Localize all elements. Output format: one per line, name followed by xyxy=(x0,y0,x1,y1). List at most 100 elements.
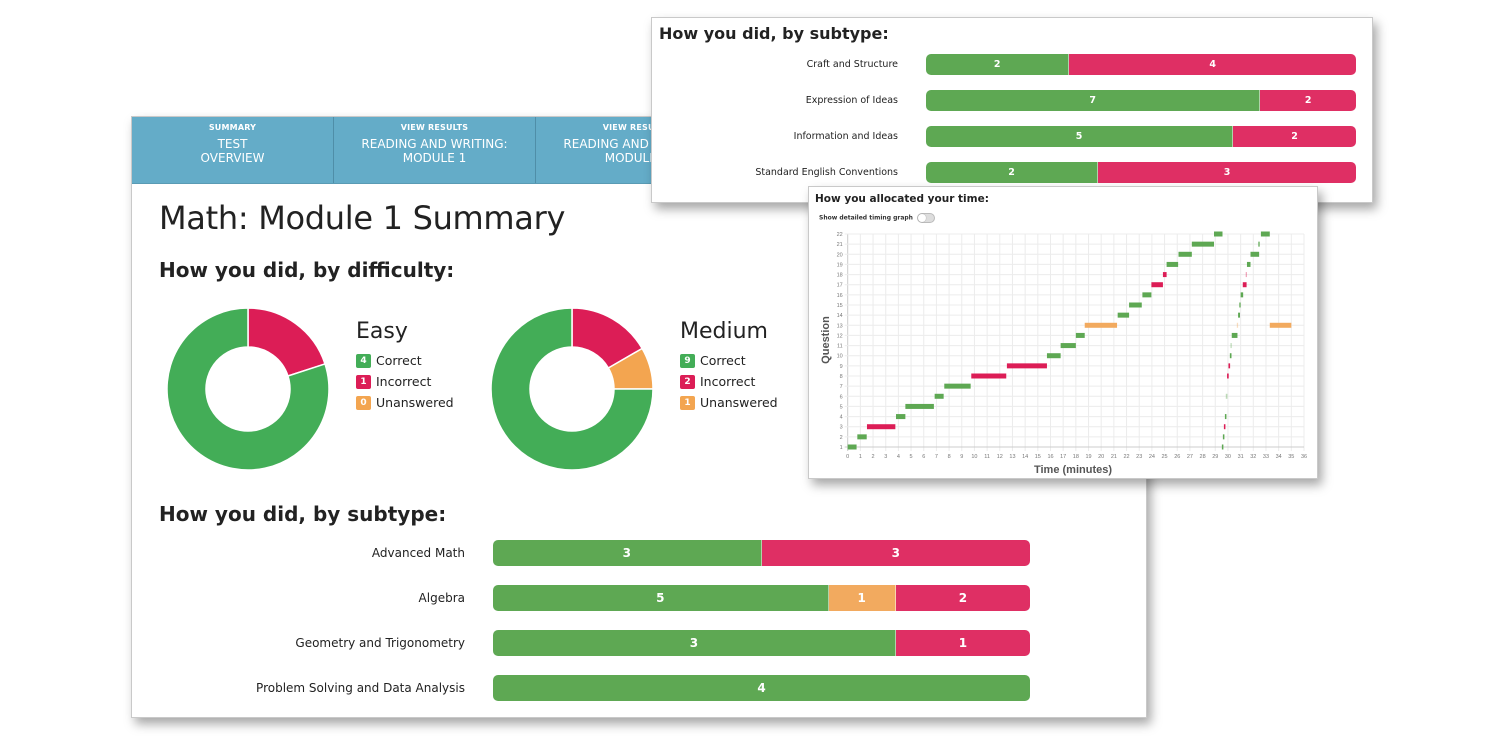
tab-title: READING AND WRITING: MODULE 1 xyxy=(361,137,508,165)
tab-test-overview[interactable]: SUMMARY TEST OVERVIEW xyxy=(132,117,334,183)
bar-segment-incorrect: 2 xyxy=(895,585,1030,611)
x-tick-label: 17 xyxy=(1060,454,1066,460)
time-segment-q12 xyxy=(1075,332,1085,338)
x-tick-label: 2 xyxy=(872,454,875,460)
x-tick-label: 3 xyxy=(884,454,887,460)
medium-legend-title: Medium xyxy=(680,319,768,344)
x-tick-label: 8 xyxy=(948,454,951,460)
bar-segment-incorrect: 2 xyxy=(1260,90,1356,111)
time-segment-q7 xyxy=(944,383,971,389)
time-segment-q16 xyxy=(1240,292,1244,298)
x-tick-label: 34 xyxy=(1276,454,1282,460)
easy-donut-chart xyxy=(165,306,331,476)
x-tick-label: 28 xyxy=(1200,454,1206,460)
subtype-row: Expression of Ideas 7 2 xyxy=(652,90,1356,111)
time-segment-q15 xyxy=(1129,302,1142,308)
y-tick-label: 5 xyxy=(840,404,843,410)
x-tick-label: 16 xyxy=(1047,454,1053,460)
x-tick-label: 0 xyxy=(846,454,849,460)
time-segment-q21 xyxy=(1191,241,1215,247)
x-tick-label: 23 xyxy=(1136,454,1142,460)
bar-segment-correct: 5 xyxy=(926,126,1234,147)
x-tick-label: 35 xyxy=(1288,454,1294,460)
tab-kicker: VIEW RESULTS xyxy=(400,123,469,132)
unanswered-count-badge: 1 xyxy=(680,395,695,410)
time-segment-q10 xyxy=(1229,353,1232,359)
legend-correct: 9 Correct xyxy=(680,350,778,371)
time-segment-q2 xyxy=(857,434,867,440)
x-tick-label: 1 xyxy=(859,454,862,460)
y-tick-label: 10 xyxy=(837,354,843,360)
y-tick-label: 17 xyxy=(837,283,843,289)
legend-label: Incorrect xyxy=(376,374,432,389)
y-tick-label: 18 xyxy=(837,273,843,279)
x-tick-label: 24 xyxy=(1149,454,1155,460)
time-segment-q1 xyxy=(1221,444,1224,450)
legend-label: Unanswered xyxy=(376,395,454,410)
x-tick-label: 9 xyxy=(960,454,963,460)
easy-legend-title: Easy xyxy=(356,319,408,344)
subtype-section-title: How you did, by subtype: xyxy=(159,502,447,526)
bar-segment-incorrect: 1 xyxy=(895,630,1030,656)
y-tick-label: 11 xyxy=(837,344,843,350)
time-segment-q19 xyxy=(1246,261,1251,267)
subtype-row: Craft and Structure 2 4 xyxy=(652,54,1356,75)
tab-reading-writing-module-1[interactable]: VIEW RESULTS READING AND WRITING: MODULE… xyxy=(334,117,536,183)
y-tick-label: 1 xyxy=(840,445,843,451)
time-segment-q15 xyxy=(1239,302,1241,308)
x-tick-label: 31 xyxy=(1238,454,1244,460)
x-tick-label: 5 xyxy=(910,454,913,460)
time-segment-q4 xyxy=(1224,414,1227,420)
subtype-label: Information and Ideas xyxy=(793,131,898,142)
subtype-label: Standard English Conventions xyxy=(755,167,898,178)
y-tick-label: 22 xyxy=(837,232,843,238)
time-segment-q17 xyxy=(1151,282,1163,288)
time-segment-q22 xyxy=(1260,231,1270,237)
time-segment-q6 xyxy=(1225,393,1228,399)
detailed-timing-toggle-row: Show detailed timing graph xyxy=(819,213,936,223)
time-allocation-title: How you allocated your time: xyxy=(815,193,989,205)
time-segment-q10 xyxy=(1046,353,1061,359)
legend-incorrect: 1 Incorrect xyxy=(356,371,454,392)
incorrect-count-badge: 2 xyxy=(680,374,695,389)
x-tick-label: 18 xyxy=(1073,454,1079,460)
y-tick-label: 12 xyxy=(837,333,843,339)
difficulty-section-title: How you did, by difficulty: xyxy=(159,258,455,282)
subtype-row: Geometry and Trigonometry 3 1 xyxy=(132,630,1030,656)
bar-segment-correct: 4 xyxy=(493,675,1030,701)
y-tick-label: 14 xyxy=(837,313,843,319)
subtype-row: Problem Solving and Data Analysis 4 xyxy=(132,675,1030,701)
time-segment-q21 xyxy=(1258,241,1260,247)
bar-segment-incorrect: 4 xyxy=(1069,54,1356,75)
subtype-row: Advanced Math 3 3 xyxy=(132,540,1030,566)
time-segment-q9 xyxy=(1228,363,1231,369)
medium-donut-svg xyxy=(490,307,654,471)
bar-segment-correct: 7 xyxy=(926,90,1261,111)
subtype-bar: 4 xyxy=(493,675,1030,701)
time-segment-q8 xyxy=(1227,373,1229,379)
y-tick-label: 7 xyxy=(840,384,843,390)
page-title: Math: Module 1 Summary xyxy=(159,199,566,237)
unanswered-count-badge: 0 xyxy=(356,395,371,410)
subtype-row: Information and Ideas 5 2 xyxy=(652,126,1356,147)
x-axis-label: Time (minutes) xyxy=(1034,464,1112,476)
time-segment-q6 xyxy=(934,393,944,399)
y-tick-label: 8 xyxy=(840,374,843,380)
legend-label: Correct xyxy=(700,353,746,368)
y-tick-label: 3 xyxy=(840,425,843,431)
time-segment-q8 xyxy=(971,373,1007,379)
x-tick-label: 7 xyxy=(935,454,938,460)
time-segment-q5 xyxy=(905,403,934,409)
time-segment-q18 xyxy=(1162,272,1167,278)
subtype-label: Craft and Structure xyxy=(806,59,898,70)
legend-incorrect: 2 Incorrect xyxy=(680,371,778,392)
legend-label: Correct xyxy=(376,353,422,368)
y-tick-label: 2 xyxy=(840,435,843,441)
legend-label: Unanswered xyxy=(700,395,778,410)
detailed-timing-toggle[interactable] xyxy=(917,213,936,223)
x-tick-label: 14 xyxy=(1022,454,1028,460)
